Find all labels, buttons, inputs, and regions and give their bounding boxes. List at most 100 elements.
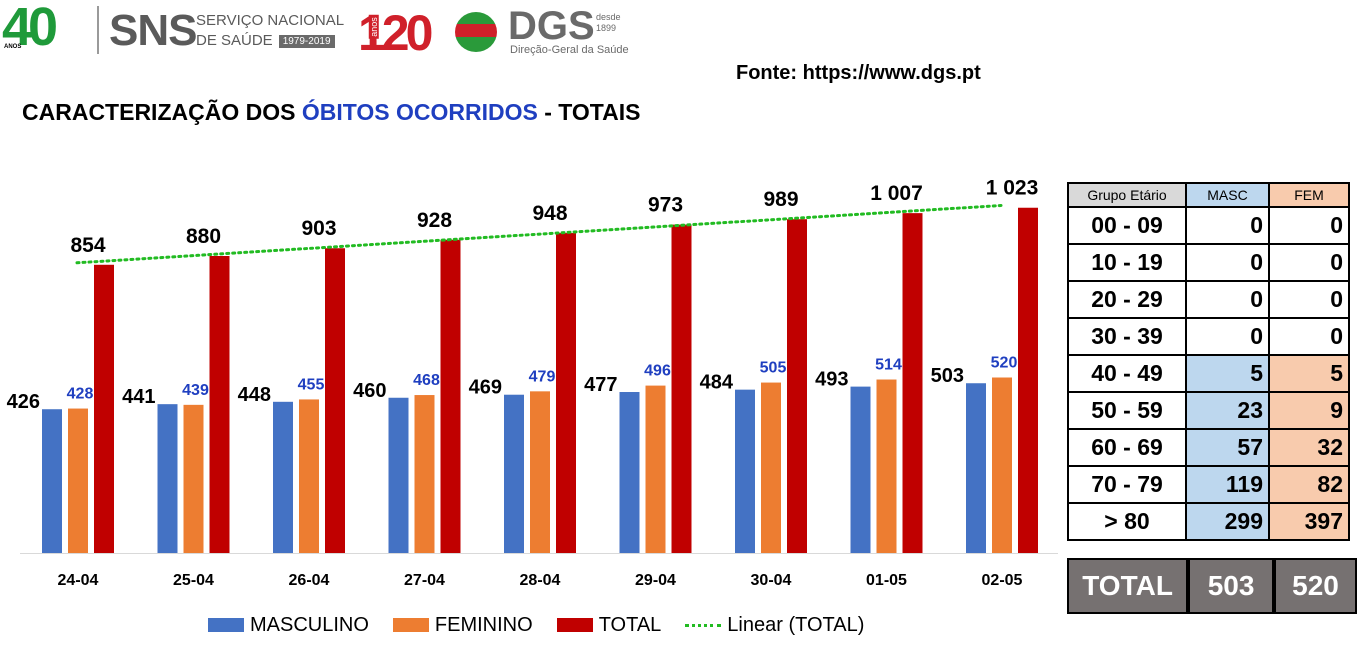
logo-40-anos: 40 ANOS	[2, 0, 90, 57]
x-tick-label: 24-04	[58, 572, 99, 589]
bar-feminino	[992, 377, 1012, 553]
source-text: Fonte: https://www.dgs.pt	[736, 62, 981, 84]
bar-total	[787, 219, 807, 553]
header-fem: FEM	[1268, 182, 1350, 208]
label-masculino: 493	[815, 369, 848, 391]
dgs-logo: DGS	[508, 4, 595, 48]
label-feminino: 514	[875, 357, 902, 374]
legend-item-masculino: MASCULINO	[208, 614, 369, 637]
x-tick-label: 26-04	[289, 572, 330, 589]
bar-masculino	[619, 392, 640, 553]
logo40-number: 40	[2, 0, 58, 57]
age-group-cell: 40 - 49	[1067, 354, 1187, 393]
header-group: Grupo Etário	[1067, 182, 1187, 208]
table-row: 10 - 19 0 0	[1067, 243, 1350, 282]
dgs-year: 1899	[596, 23, 617, 33]
label-total: 1 007	[870, 182, 923, 205]
header-masc: MASC	[1185, 182, 1270, 208]
total-masc: 503	[1188, 558, 1275, 614]
bar-masculino	[157, 404, 178, 553]
label-masculino: 477	[584, 374, 617, 396]
age-group-cell: 10 - 19	[1067, 243, 1187, 282]
trendline-total	[75, 203, 1003, 265]
fem-cell: 32	[1268, 428, 1350, 467]
fem-cell: 82	[1268, 465, 1350, 504]
bar-total	[902, 213, 923, 553]
label-masculino: 469	[469, 377, 502, 399]
legend-label-feminino: FEMININO	[434, 613, 533, 636]
label-masculino: 460	[353, 380, 386, 402]
bar-masculino	[42, 409, 62, 553]
dgs-since: desde 1899	[596, 12, 621, 34]
table-row: 50 - 59 23 9	[1067, 391, 1350, 430]
bar-feminino	[68, 408, 88, 553]
fem-cell: 0	[1268, 243, 1350, 282]
label-total: 854	[70, 234, 105, 257]
total-table: TOTAL 503 520	[1067, 558, 1357, 614]
bar-masculino	[388, 397, 409, 553]
age-group-cell: 30 - 39	[1067, 317, 1187, 356]
masc-cell: 0	[1185, 206, 1270, 245]
label-feminino: 439	[182, 382, 209, 399]
bar-masculino	[850, 386, 871, 553]
fem-cell: 5	[1268, 354, 1350, 393]
table-row: > 80 299 397	[1067, 502, 1350, 541]
label-total: 1 023	[986, 177, 1039, 200]
bar-masculino	[966, 383, 986, 553]
label-total: 973	[648, 194, 683, 217]
masc-cell: 57	[1185, 428, 1270, 467]
fem-cell: 0	[1268, 317, 1350, 356]
bar-feminino	[299, 399, 319, 553]
table-row: 70 - 79 119 82	[1067, 465, 1350, 504]
age-group-table: Grupo Etário MASC FEM 00 - 09 0 0 10 - 1…	[1067, 182, 1350, 541]
title-part2: - TOTAIS	[537, 99, 641, 125]
age-group-cell: 00 - 09	[1067, 206, 1187, 245]
legend-label-total: TOTAL	[598, 613, 662, 636]
total-label: TOTAL	[1067, 558, 1189, 614]
label-masculino: 484	[700, 372, 734, 394]
bar-total	[1018, 207, 1038, 554]
label-total: 989	[763, 188, 798, 211]
logo40-anos: ANOS	[4, 44, 22, 50]
table-row: 00 - 09 0 0	[1067, 206, 1350, 245]
age-group-cell: 70 - 79	[1067, 465, 1187, 504]
title-highlight: ÓBITOS OCORRIDOS	[301, 99, 538, 125]
legend-label-trend: Linear (TOTAL)	[727, 613, 865, 636]
legend-item-total: TOTAL	[556, 613, 662, 637]
chart-legend: MASCULINO FEMININO TOTAL Linear (TOTAL)	[208, 612, 888, 638]
sns-years: 1979-2019	[278, 34, 335, 48]
x-tick-label: 01-05	[866, 572, 907, 589]
bar-feminino	[876, 379, 897, 553]
x-tick-label: 27-04	[404, 572, 445, 589]
masc-cell: 5	[1185, 354, 1270, 393]
label-masculino: 426	[7, 391, 40, 413]
bar-total	[440, 239, 461, 554]
legend-swatch-total	[556, 618, 593, 632]
bar-feminino	[414, 395, 435, 553]
x-tick-label: 25-04	[173, 572, 214, 589]
table-row: 20 - 29 0 0	[1067, 280, 1350, 319]
label-total: 948	[532, 202, 567, 225]
total-fem: 520	[1274, 558, 1357, 614]
sns-logo: SNS	[109, 6, 197, 55]
label-total: 928	[417, 209, 452, 232]
bar-masculino	[504, 394, 524, 553]
deaths-bar-chart: 426 428 854 24-04 441 439 880 25-04 448 455 903 26-…	[7, 177, 1058, 589]
bar-masculino	[273, 401, 293, 553]
age-group-cell: 60 - 69	[1067, 428, 1187, 467]
fem-cell: 397	[1268, 502, 1350, 541]
masc-cell: 119	[1185, 465, 1270, 504]
bar-masculino	[735, 389, 755, 553]
label-total: 903	[301, 217, 336, 240]
age-group-cell: 50 - 59	[1067, 391, 1187, 430]
masc-cell: 299	[1185, 502, 1270, 541]
legend-swatch-feminino	[392, 618, 429, 632]
label-feminino: 455	[298, 376, 325, 393]
age-group-cell: > 80	[1067, 502, 1187, 541]
sns-line2: DE SAÚDE	[196, 32, 273, 49]
label-feminino: 428	[67, 386, 94, 403]
table-row: 60 - 69 57 32	[1067, 428, 1350, 467]
legend-swatch-masculino	[208, 618, 244, 632]
x-tick-label: 28-04	[520, 572, 561, 589]
bar-total	[209, 256, 230, 553]
